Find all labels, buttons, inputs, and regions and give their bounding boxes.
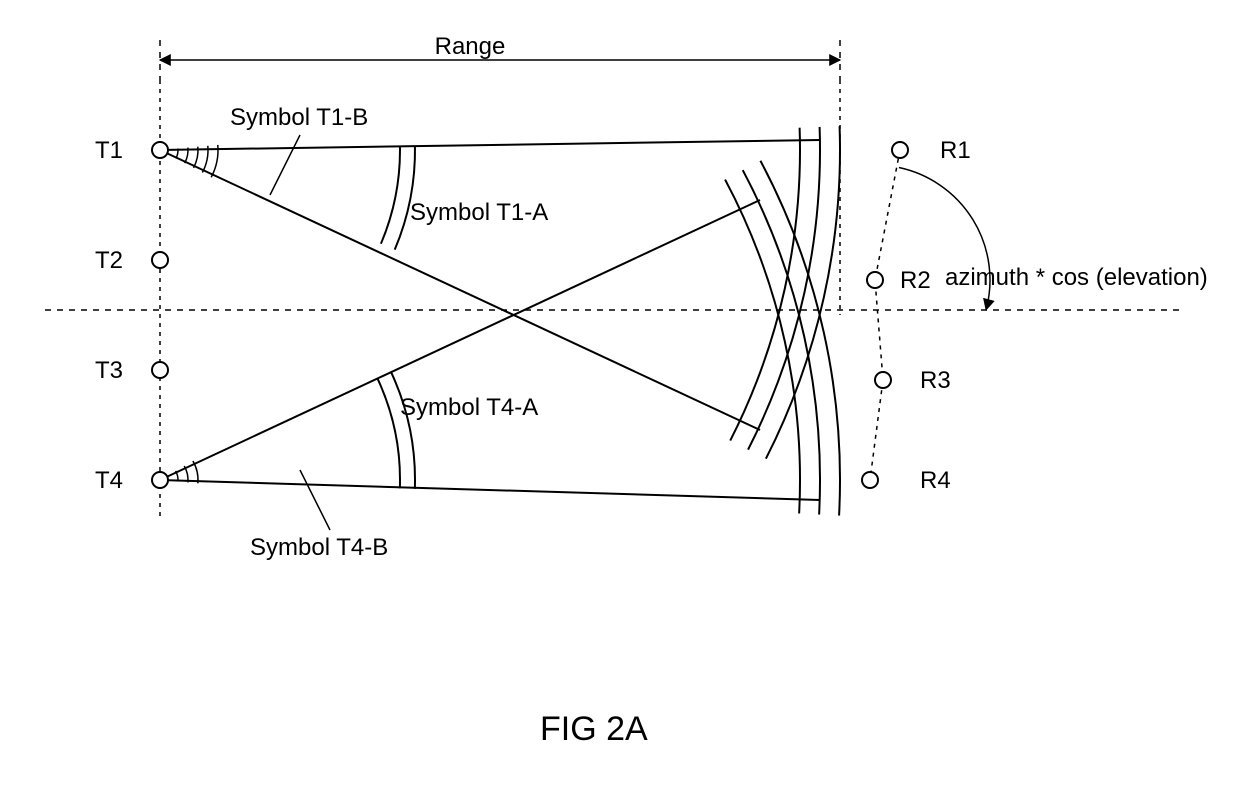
rx-node-r1	[892, 142, 908, 158]
tx-label-t2: T2	[95, 247, 123, 274]
rx-node-r2	[867, 272, 883, 288]
tx-node-t2	[152, 252, 168, 268]
receiver-polyline	[870, 150, 900, 480]
tx-label-t1: T1	[95, 137, 123, 164]
beam-t4-bot	[160, 480, 820, 500]
wavefront-t4-1	[743, 170, 820, 514]
symbol-t1b-label: Symbol T1-B	[230, 104, 368, 131]
symbol-t1a-label: Symbol T1-A	[410, 199, 548, 226]
mid-arc-t1-0	[381, 146, 400, 244]
rx-node-r3	[875, 372, 891, 388]
range-label: Range	[435, 33, 506, 60]
tx-node-t1	[152, 142, 168, 158]
rx-label-r2: R2	[900, 267, 931, 294]
symbol-t4b-label: Symbol T4-B	[250, 534, 388, 561]
symbol-t1b-leader	[270, 135, 300, 195]
rx-node-r4	[862, 472, 878, 488]
figure-label: FIG 2A	[540, 710, 648, 748]
rx-label-r4: R4	[920, 467, 951, 494]
tx-node-t4	[152, 472, 168, 488]
symbol-t4b-leader	[300, 470, 330, 530]
beam-t4-top	[160, 200, 760, 480]
mid-arc-t1-1	[395, 146, 415, 250]
tx-label-t4: T4	[95, 467, 123, 494]
wavefront-t4-0	[725, 180, 800, 514]
azimuth-label: azimuth * cos (elevation)	[945, 264, 1208, 291]
rx-label-r3: R3	[920, 367, 951, 394]
wavefront-t1-2	[766, 126, 840, 458]
tx-label-t3: T3	[95, 357, 123, 384]
rx-label-r1: R1	[940, 137, 971, 164]
beam-t1-bot	[160, 150, 760, 430]
mid-arc-t4-0	[378, 379, 400, 489]
symbol-t4a-label: Symbol T4-A	[400, 394, 538, 421]
tx-node-t3	[152, 362, 168, 378]
beam-t1-top	[160, 140, 820, 150]
